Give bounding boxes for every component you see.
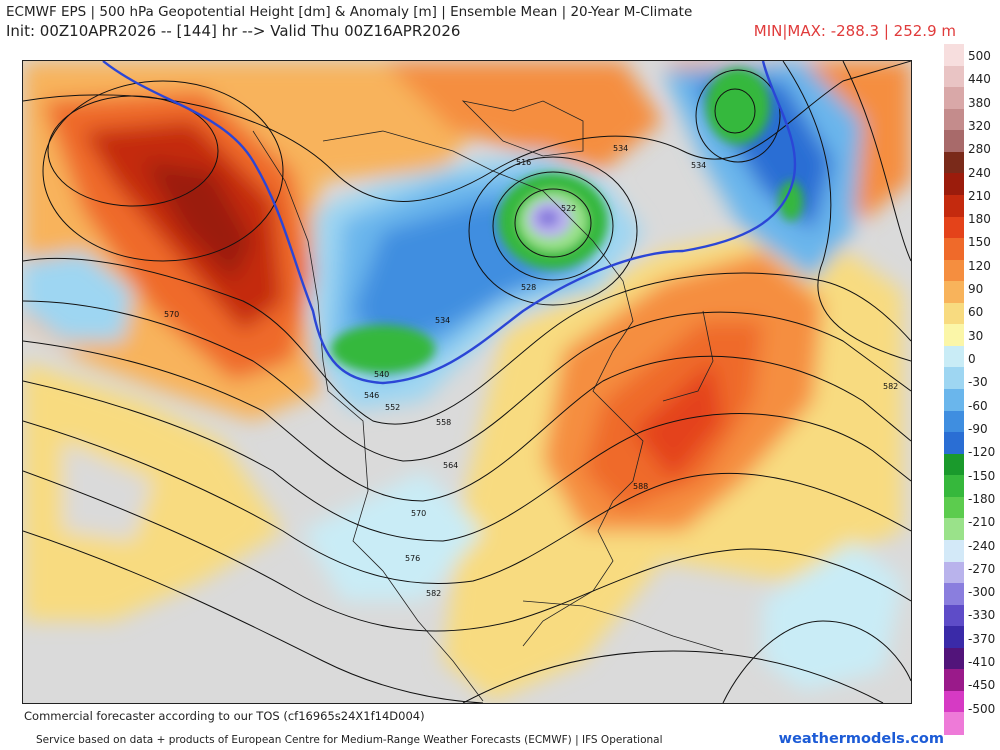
legend-label: 320 — [968, 118, 991, 133]
legend-swatch — [944, 238, 964, 261]
legend-label: -150 — [968, 468, 996, 483]
legend-label: -300 — [968, 585, 996, 600]
legend-label: 380 — [968, 95, 991, 110]
contour-label: 534 — [613, 144, 628, 153]
legend-label: 150 — [968, 235, 991, 250]
map-panel: 516 522 528 534 534 534 540 546 552 558 564 570 570 5… — [22, 60, 912, 704]
contour-label: 540 — [374, 370, 389, 379]
legend-label: -370 — [968, 631, 996, 646]
legend-label: -270 — [968, 561, 996, 576]
height-contours — [23, 61, 911, 703]
legend-label: -180 — [968, 491, 996, 506]
legend-swatch — [944, 690, 964, 713]
legend-swatch — [944, 151, 964, 174]
legend-swatch — [944, 453, 964, 476]
legend-swatch — [944, 367, 964, 390]
legend-swatch — [944, 475, 964, 498]
legend-label: 240 — [968, 165, 991, 180]
contour-label: 522 — [561, 204, 576, 213]
min-max-readout: MIN|MAX: -288.3 | 252.9 m — [753, 22, 956, 40]
legend-swatch — [944, 44, 964, 67]
legend-swatch — [944, 281, 964, 304]
legend-label: -90 — [968, 421, 988, 436]
legend-label: 30 — [968, 328, 984, 343]
legend-swatch — [944, 410, 964, 433]
legend-label: 90 — [968, 282, 984, 297]
contour-label: 576 — [405, 554, 420, 563]
color-scale-legend: 500 440 380 320 280 240 210 180 150 120 90 60 30 0 -30… — [944, 44, 996, 735]
legend-label: 210 — [968, 188, 991, 203]
legend-swatch — [944, 604, 964, 627]
contour-label: 558 — [436, 418, 451, 427]
license-note: Commercial forecaster according to our T… — [24, 709, 425, 723]
contour-label: 570 — [411, 509, 426, 518]
legend-swatch — [944, 345, 964, 368]
legend-swatch — [944, 561, 964, 584]
legend-label: -410 — [968, 655, 996, 670]
legend-swatch — [944, 583, 964, 606]
contour-labels: 516 522 528 534 534 534 540 546 552 558 564 570 570 5… — [164, 144, 898, 598]
contour-label: 546 — [364, 391, 379, 400]
legend-swatch — [944, 108, 964, 131]
legend-swatch — [944, 432, 964, 455]
legend-label: 60 — [968, 305, 984, 320]
data-source-note: Service based on data + products of Euro… — [36, 734, 663, 746]
legend-label: -450 — [968, 678, 996, 693]
legend-label: 280 — [968, 142, 991, 157]
legend-label: 440 — [968, 72, 991, 87]
anomaly-cores — [331, 68, 803, 373]
legend-swatch — [944, 626, 964, 649]
legend-swatch — [944, 518, 964, 541]
contour-label: 516 — [516, 158, 531, 167]
contour-label: 582 — [426, 589, 441, 598]
legend-label: -500 — [968, 701, 996, 716]
legend-swatch — [944, 259, 964, 282]
legend-label: -240 — [968, 538, 996, 553]
legend-swatch — [944, 712, 964, 735]
legend-swatch — [944, 302, 964, 325]
legend-swatch — [944, 389, 964, 412]
contour-label: 528 — [521, 283, 536, 292]
legend-swatch — [944, 324, 964, 347]
contour-label: 534 — [691, 161, 706, 170]
legend-swatch — [944, 216, 964, 239]
legend-swatch — [944, 194, 964, 217]
contour-label: 570 — [164, 310, 179, 319]
anomaly-map: 516 522 528 534 534 534 540 546 552 558 564 570 570 5… — [23, 61, 911, 703]
contour-label: 582 — [883, 382, 898, 391]
chart-title: ECMWF EPS | 500 hPa Geopotential Height … — [6, 4, 693, 20]
legend-label: 500 — [968, 49, 991, 63]
contour-label: 552 — [385, 403, 400, 412]
contour-label: 534 — [435, 316, 450, 325]
legend-swatch — [944, 130, 964, 153]
brand-link[interactable]: weathermodels.com — [778, 731, 944, 747]
legend-label: 120 — [968, 258, 991, 273]
legend-swatch — [944, 496, 964, 519]
legend-label: -330 — [968, 608, 996, 623]
run-info: Init: 00Z10APR2026 -- [144] hr --> Valid… — [6, 22, 461, 40]
legend-swatch — [944, 173, 964, 196]
reference-contour — [102, 61, 797, 385]
legend-label: 0 — [968, 352, 976, 367]
legend-label: -120 — [968, 445, 996, 460]
legend-swatch — [944, 669, 964, 692]
legend-label: -30 — [968, 375, 988, 390]
legend-swatch — [944, 65, 964, 88]
contour-label: 564 — [443, 461, 458, 470]
legend-swatch — [944, 539, 964, 562]
legend-label: -60 — [968, 398, 988, 413]
contour-label: 588 — [633, 482, 648, 491]
legend-swatch — [944, 647, 964, 670]
legend-label: -210 — [968, 515, 996, 530]
legend-swatch — [944, 87, 964, 110]
legend-label: 180 — [968, 212, 991, 227]
